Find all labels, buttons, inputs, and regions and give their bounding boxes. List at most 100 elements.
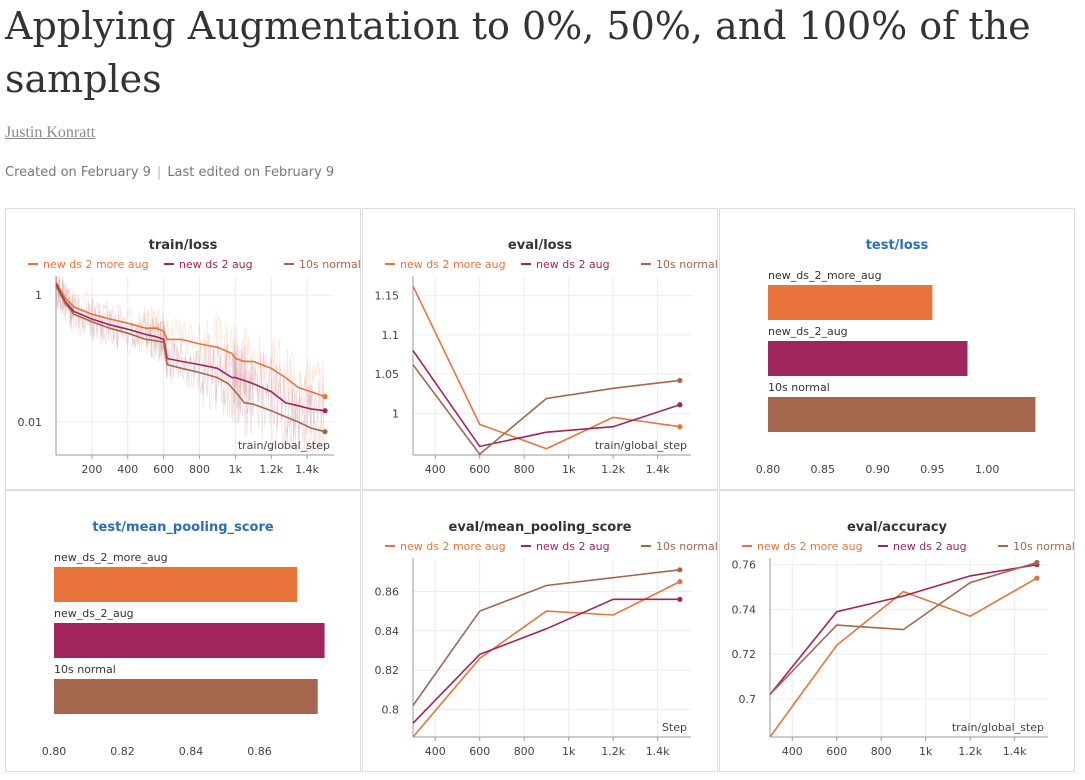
x-tick-label: 0.84 xyxy=(179,745,204,758)
panel-eval-loss[interactable]: eval/loss new ds 2 more aug new ds 2 aug 10… xyxy=(362,208,718,490)
x-tick-label: 1k xyxy=(562,745,576,758)
series-endpoint-new-ds-2-more-aug xyxy=(677,424,683,430)
bar-label-new-ds-2-more-aug: new_ds_2_more_aug xyxy=(54,551,168,564)
author-link[interactable]: Justin Konratt xyxy=(5,124,96,141)
x-tick-label: 800 xyxy=(514,745,535,758)
legend-label-new-ds-2-more-aug: new ds 2 more aug xyxy=(400,540,506,553)
x-tick-label: 400 xyxy=(425,745,446,758)
bar-10s-normal xyxy=(54,679,318,714)
series-endpoint-new-ds-2-aug xyxy=(677,402,683,408)
chart-test-mean-pooling: test/mean_pooling_score new_ds_2_more_aug… xyxy=(42,520,325,758)
chart-title: train/loss xyxy=(149,238,218,253)
bar-label-new-ds-2-aug: new_ds_2_aug xyxy=(768,325,848,338)
x-tick-label: 600 xyxy=(826,745,847,758)
chart-test-loss: test/loss new_ds_2_more_aug new_ds_2_aug 10… xyxy=(756,238,1036,476)
chart-title: eval/mean_pooling_score xyxy=(449,520,632,535)
series-line-new-ds-2-more-aug xyxy=(412,580,681,738)
x-tick-label: 0.80 xyxy=(756,463,781,476)
series-endpoint-10s-normal xyxy=(322,429,328,435)
x-tick-label: 200 xyxy=(81,463,102,476)
x-tick-label: 1.2k xyxy=(259,463,283,476)
bar-new-ds-2-more-aug xyxy=(768,285,933,320)
chart-title: eval/loss xyxy=(508,238,572,253)
y-tick-label: 0.86 xyxy=(375,585,400,598)
series-endpoint-new-ds-2-more-aug xyxy=(322,394,328,400)
series-line-10s-normal xyxy=(769,561,1038,696)
panel-test-loss[interactable]: test/loss new_ds_2_more_aug new_ds_2_aug 10… xyxy=(719,208,1075,490)
series-line-new-ds-2-more-aug xyxy=(55,281,326,398)
x-tick-label: 1.00 xyxy=(975,463,1000,476)
x-tick-label: 400 xyxy=(425,463,446,476)
report-title: Applying Augmentation to 0%, 50%, and 10… xyxy=(5,4,1031,101)
y-tick-label: 0.72 xyxy=(732,648,757,661)
meta-separator: | xyxy=(156,165,162,180)
y-tick-label: 0.01 xyxy=(18,416,43,429)
x-tick-label: 0.95 xyxy=(920,463,945,476)
y-tick-label: 1.05 xyxy=(375,368,400,381)
bar-label-new-ds-2-more-aug: new_ds_2_more_aug xyxy=(768,269,882,282)
x-tick-label: 400 xyxy=(117,463,138,476)
x-axis-label: Step xyxy=(662,721,687,734)
legend-label-new-ds-2-aug: new ds 2 aug xyxy=(536,258,610,271)
series-line-new-ds-2-aug xyxy=(412,598,680,724)
x-tick-label: 1.2k xyxy=(601,745,625,758)
y-tick-label: 0.76 xyxy=(732,559,757,572)
series-endpoint-new-ds-2-aug xyxy=(322,408,328,414)
series-line-new-ds-2-aug xyxy=(412,350,681,448)
series-line-10s-normal xyxy=(412,364,680,456)
x-tick-label: 1k xyxy=(919,745,933,758)
series-endpoint-new-ds-2-more-aug xyxy=(1034,575,1040,581)
x-tick-label: 400 xyxy=(782,745,803,758)
panel-eval-accuracy[interactable]: eval/accuracy new ds 2 more aug new ds 2 a… xyxy=(719,490,1075,772)
x-tick-label: 800 xyxy=(871,745,892,758)
y-tick-label: 0.7 xyxy=(739,693,757,706)
legend-label-new-ds-2-aug: new ds 2 aug xyxy=(179,258,253,271)
x-axis-label: train/global_step xyxy=(238,439,330,452)
bar-label-new-ds-2-aug: new_ds_2_aug xyxy=(54,607,134,620)
series-endpoint-new-ds-2-more-aug xyxy=(677,579,683,585)
x-tick-label: 1.2k xyxy=(958,745,982,758)
x-tick-label: 1k xyxy=(229,463,243,476)
bar-new-ds-2-aug xyxy=(54,623,325,658)
series-line-new-ds-2-more-aug xyxy=(769,577,1038,738)
x-tick-label: 1.4k xyxy=(1003,745,1027,758)
series-line-10s-normal xyxy=(412,569,680,706)
x-tick-label: 0.82 xyxy=(110,745,135,758)
y-tick-label: 1.1 xyxy=(382,329,400,342)
x-tick-label: 800 xyxy=(189,463,210,476)
y-tick-label: 1.15 xyxy=(375,290,400,303)
x-tick-label: 0.86 xyxy=(247,745,272,758)
legend-label-new-ds-2-more-aug: new ds 2 more aug xyxy=(43,258,149,271)
x-tick-label: 1.4k xyxy=(646,463,670,476)
bar-label-10s-normal: 10s normal xyxy=(54,663,116,676)
chart-title: test/mean_pooling_score xyxy=(92,520,274,535)
bar-10s-normal xyxy=(768,397,1036,432)
panel-train-loss[interactable]: train/loss new ds 2 more aug new ds 2 aug 1… xyxy=(5,208,361,490)
x-tick-label: 600 xyxy=(469,463,490,476)
legend-label-new-ds-2-aug: new ds 2 aug xyxy=(893,540,967,553)
y-tick-label: 0.84 xyxy=(375,625,400,638)
series-line-new-ds-2-more-aug xyxy=(412,285,681,450)
legend-label-10s-normal: 10s normal xyxy=(299,258,360,271)
y-tick-label: 0.74 xyxy=(732,603,757,616)
noise-band-10s-normal xyxy=(55,275,325,456)
bar-new-ds-2-more-aug xyxy=(54,567,298,602)
x-tick-label: 0.90 xyxy=(865,463,890,476)
x-axis-label: train/global_step xyxy=(595,439,687,452)
legend-label-10s-normal: 10s normal xyxy=(1013,540,1074,553)
series-line-10s-normal xyxy=(55,285,326,433)
x-tick-label: 1.4k xyxy=(295,463,319,476)
series-endpoint-10s-normal xyxy=(677,567,683,573)
series-line-new-ds-2-aug xyxy=(769,563,1038,696)
panel-test-mean-pooling[interactable]: test/mean_pooling_score new_ds_2_more_aug… xyxy=(5,490,361,772)
chart-title: eval/accuracy xyxy=(847,520,948,535)
legend-label-new-ds-2-aug: new ds 2 aug xyxy=(536,540,610,553)
edited-date: Last edited on February 9 xyxy=(167,165,335,180)
series-endpoint-10s-normal xyxy=(1034,559,1040,566)
series-endpoint-10s-normal xyxy=(677,377,683,384)
x-tick-label: 1.4k xyxy=(646,745,670,758)
